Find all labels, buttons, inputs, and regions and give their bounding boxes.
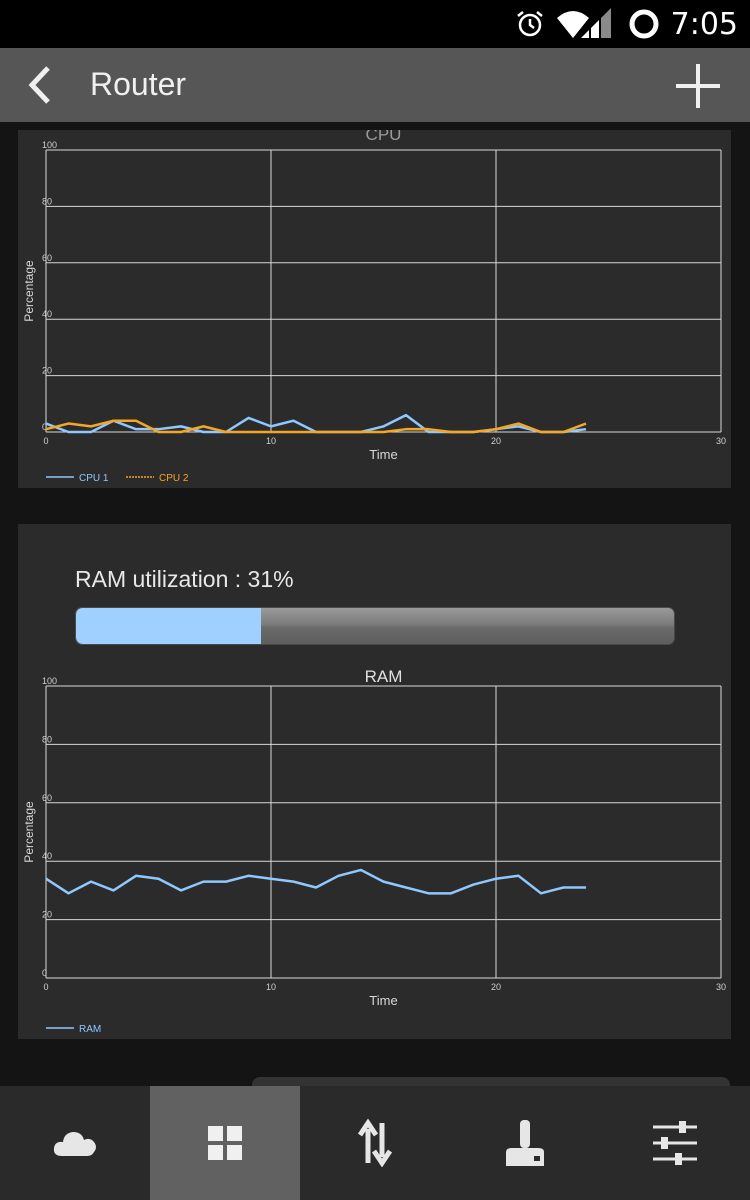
status-time: 7:05 bbox=[670, 6, 738, 42]
ram-x-tick: 0 bbox=[43, 982, 48, 992]
wifi-signal-icon bbox=[556, 8, 611, 38]
cpu-legend-label: CPU 2 bbox=[159, 473, 189, 484]
joystick-icon bbox=[506, 1120, 544, 1166]
cpu-y-tick: 0 bbox=[42, 422, 47, 432]
back-button[interactable] bbox=[18, 60, 68, 110]
cpu-y-tick: 100 bbox=[42, 140, 57, 150]
ram-y-tick: 60 bbox=[42, 793, 52, 803]
ram-y-tick: 0 bbox=[42, 968, 47, 978]
cpu-y-tick: 60 bbox=[42, 253, 52, 263]
ram-chart-title: RAM bbox=[365, 667, 403, 686]
cpu-chart-title: CPU bbox=[366, 130, 402, 144]
tab-dashboard[interactable] bbox=[150, 1086, 300, 1200]
alarm-icon bbox=[516, 11, 543, 37]
page-title: Router bbox=[90, 66, 187, 102]
ram-y-tick: 40 bbox=[42, 851, 52, 861]
ram-panel: RAM utilization : 31% RAM 0 20 40 60 80 100 0 10… bbox=[18, 524, 731, 1039]
status-icons: 7:05 bbox=[515, 0, 738, 48]
cpu-series-line bbox=[45, 413, 587, 434]
chevron-left-icon bbox=[28, 66, 50, 104]
action-bar: Router bbox=[0, 48, 750, 122]
tab-cloud[interactable] bbox=[0, 1086, 150, 1200]
ram-y-tick: 20 bbox=[42, 910, 52, 920]
ram-progress-fill bbox=[76, 608, 262, 644]
ram-x-tick: 20 bbox=[491, 982, 501, 992]
ram-x-tick: 30 bbox=[716, 982, 726, 992]
ram-y-tick: 80 bbox=[42, 734, 52, 744]
cpu-x-tick: 30 bbox=[716, 436, 726, 446]
cpu-x-tick: 20 bbox=[491, 436, 501, 446]
cpu-x-tick: 10 bbox=[266, 436, 276, 446]
ram-progress-bar bbox=[75, 607, 675, 645]
cpu-y-tick: 40 bbox=[42, 309, 52, 319]
cpu-panel: CPU 0 20 40 60 80 100 0 10 20 30 Time Percentage CPU … bbox=[18, 130, 731, 488]
tab-settings[interactable] bbox=[600, 1086, 750, 1200]
ram-y-label: Percentage bbox=[22, 801, 36, 863]
tab-control[interactable] bbox=[450, 1086, 600, 1200]
status-bar: 7:05 bbox=[0, 0, 750, 48]
sliders-icon bbox=[653, 1121, 697, 1165]
cpu-x-label: Time bbox=[369, 447, 397, 462]
plus-icon bbox=[676, 64, 720, 108]
sync-circle-icon bbox=[629, 9, 659, 39]
ram-y-tick: 100 bbox=[42, 676, 57, 686]
bottom-navigation bbox=[0, 1086, 750, 1200]
ram-legend-label: RAM bbox=[79, 1024, 101, 1035]
cpu-y-tick: 80 bbox=[42, 196, 52, 206]
cpu-x-tick: 0 bbox=[43, 436, 48, 446]
ram-chart: RAM 0 20 40 60 80 100 0 10 20 30 Time Percentage RAM bbox=[22, 667, 726, 1035]
cloud-icon bbox=[53, 1132, 96, 1156]
dashboard-grid-icon bbox=[208, 1126, 242, 1160]
add-button[interactable] bbox=[672, 60, 724, 112]
cpu-series-line bbox=[45, 419, 587, 434]
ram-x-label: Time bbox=[369, 993, 397, 1008]
ram-series-line bbox=[45, 868, 586, 895]
cpu-y-label: Percentage bbox=[22, 260, 36, 322]
ram-utilization-label: RAM utilization : 31% bbox=[75, 566, 294, 592]
transfer-arrows-icon bbox=[358, 1119, 392, 1167]
tab-transfer[interactable] bbox=[300, 1086, 450, 1200]
cpu-y-tick: 20 bbox=[42, 366, 52, 376]
cpu-chart: CPU 0 20 40 60 80 100 0 10 20 30 Time Percentage CPU … bbox=[22, 130, 726, 484]
ram-x-tick: 10 bbox=[266, 982, 276, 992]
cpu-legend-label: CPU 1 bbox=[79, 473, 109, 484]
